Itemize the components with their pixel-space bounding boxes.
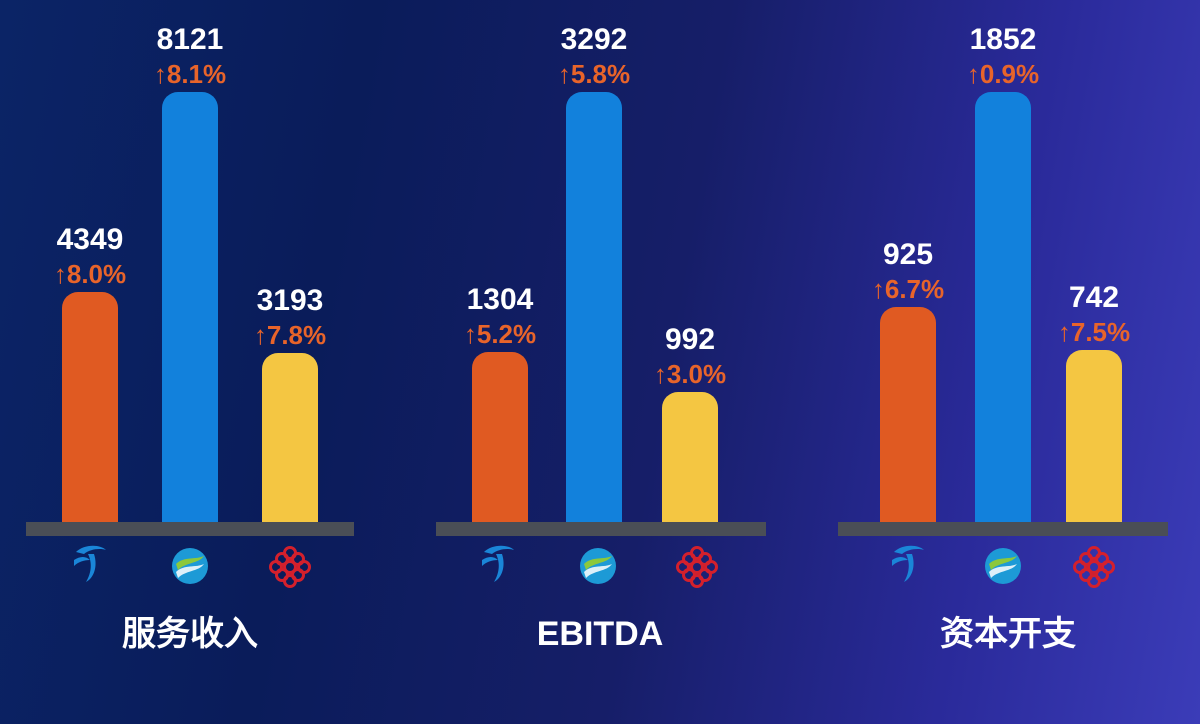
china-telecom-logo-icon <box>482 545 514 582</box>
china-unicom-logo-icon <box>676 546 718 588</box>
bar-mobile <box>162 92 218 522</box>
bar-mobile <box>566 92 622 522</box>
bar-unicom <box>262 353 318 522</box>
bar-change-label: ↑0.9% <box>966 59 1040 89</box>
china-telecom-logo-icon <box>892 545 924 582</box>
bar-value-label: 4349 <box>56 223 124 256</box>
bar-change-label: ↑8.0% <box>53 259 127 289</box>
bar-value-label: 992 <box>664 323 716 356</box>
bar-value-label: 3292 <box>560 23 628 56</box>
bar-change-label: ↑7.5% <box>1057 317 1131 347</box>
bar-value-label: 925 <box>882 238 934 271</box>
china-mobile-logo-icon <box>172 548 208 584</box>
chart-group-title: 资本开支 <box>940 615 1076 653</box>
bar-telecom <box>62 292 118 522</box>
bar-value-label: 8121 <box>156 23 224 56</box>
chart-baseline <box>26 522 354 536</box>
chart-group-title: EBITDA <box>536 615 664 653</box>
chart-baseline <box>838 522 1168 536</box>
bar-change-label: ↑5.8% <box>557 59 631 89</box>
bar-mobile <box>975 92 1031 522</box>
bar-change-label: ↑5.2% <box>463 319 537 349</box>
china-unicom-logo-icon <box>269 546 311 588</box>
bar-change-label: ↑8.1% <box>153 59 227 89</box>
chart-baseline <box>436 522 766 536</box>
china-mobile-logo-icon <box>580 548 616 584</box>
bar-telecom <box>472 352 528 522</box>
bar-value-label: 1852 <box>969 23 1037 56</box>
bar-unicom <box>662 392 718 522</box>
china-unicom-logo-icon <box>1073 546 1115 588</box>
bar-value-label: 3193 <box>256 284 324 317</box>
bar-telecom <box>880 307 936 522</box>
bar-value-label: 742 <box>1068 281 1120 314</box>
chart-group-title: 服务收入 <box>122 615 258 653</box>
bar-change-label: ↑7.8% <box>253 320 327 350</box>
bar-value-label: 1304 <box>466 283 534 316</box>
bar-change-label: ↑3.0% <box>653 359 727 389</box>
bar-unicom <box>1066 350 1122 522</box>
china-mobile-logo-icon <box>985 548 1021 584</box>
bar-change-label: ↑6.7% <box>871 274 945 304</box>
china-telecom-logo-icon <box>74 545 106 582</box>
